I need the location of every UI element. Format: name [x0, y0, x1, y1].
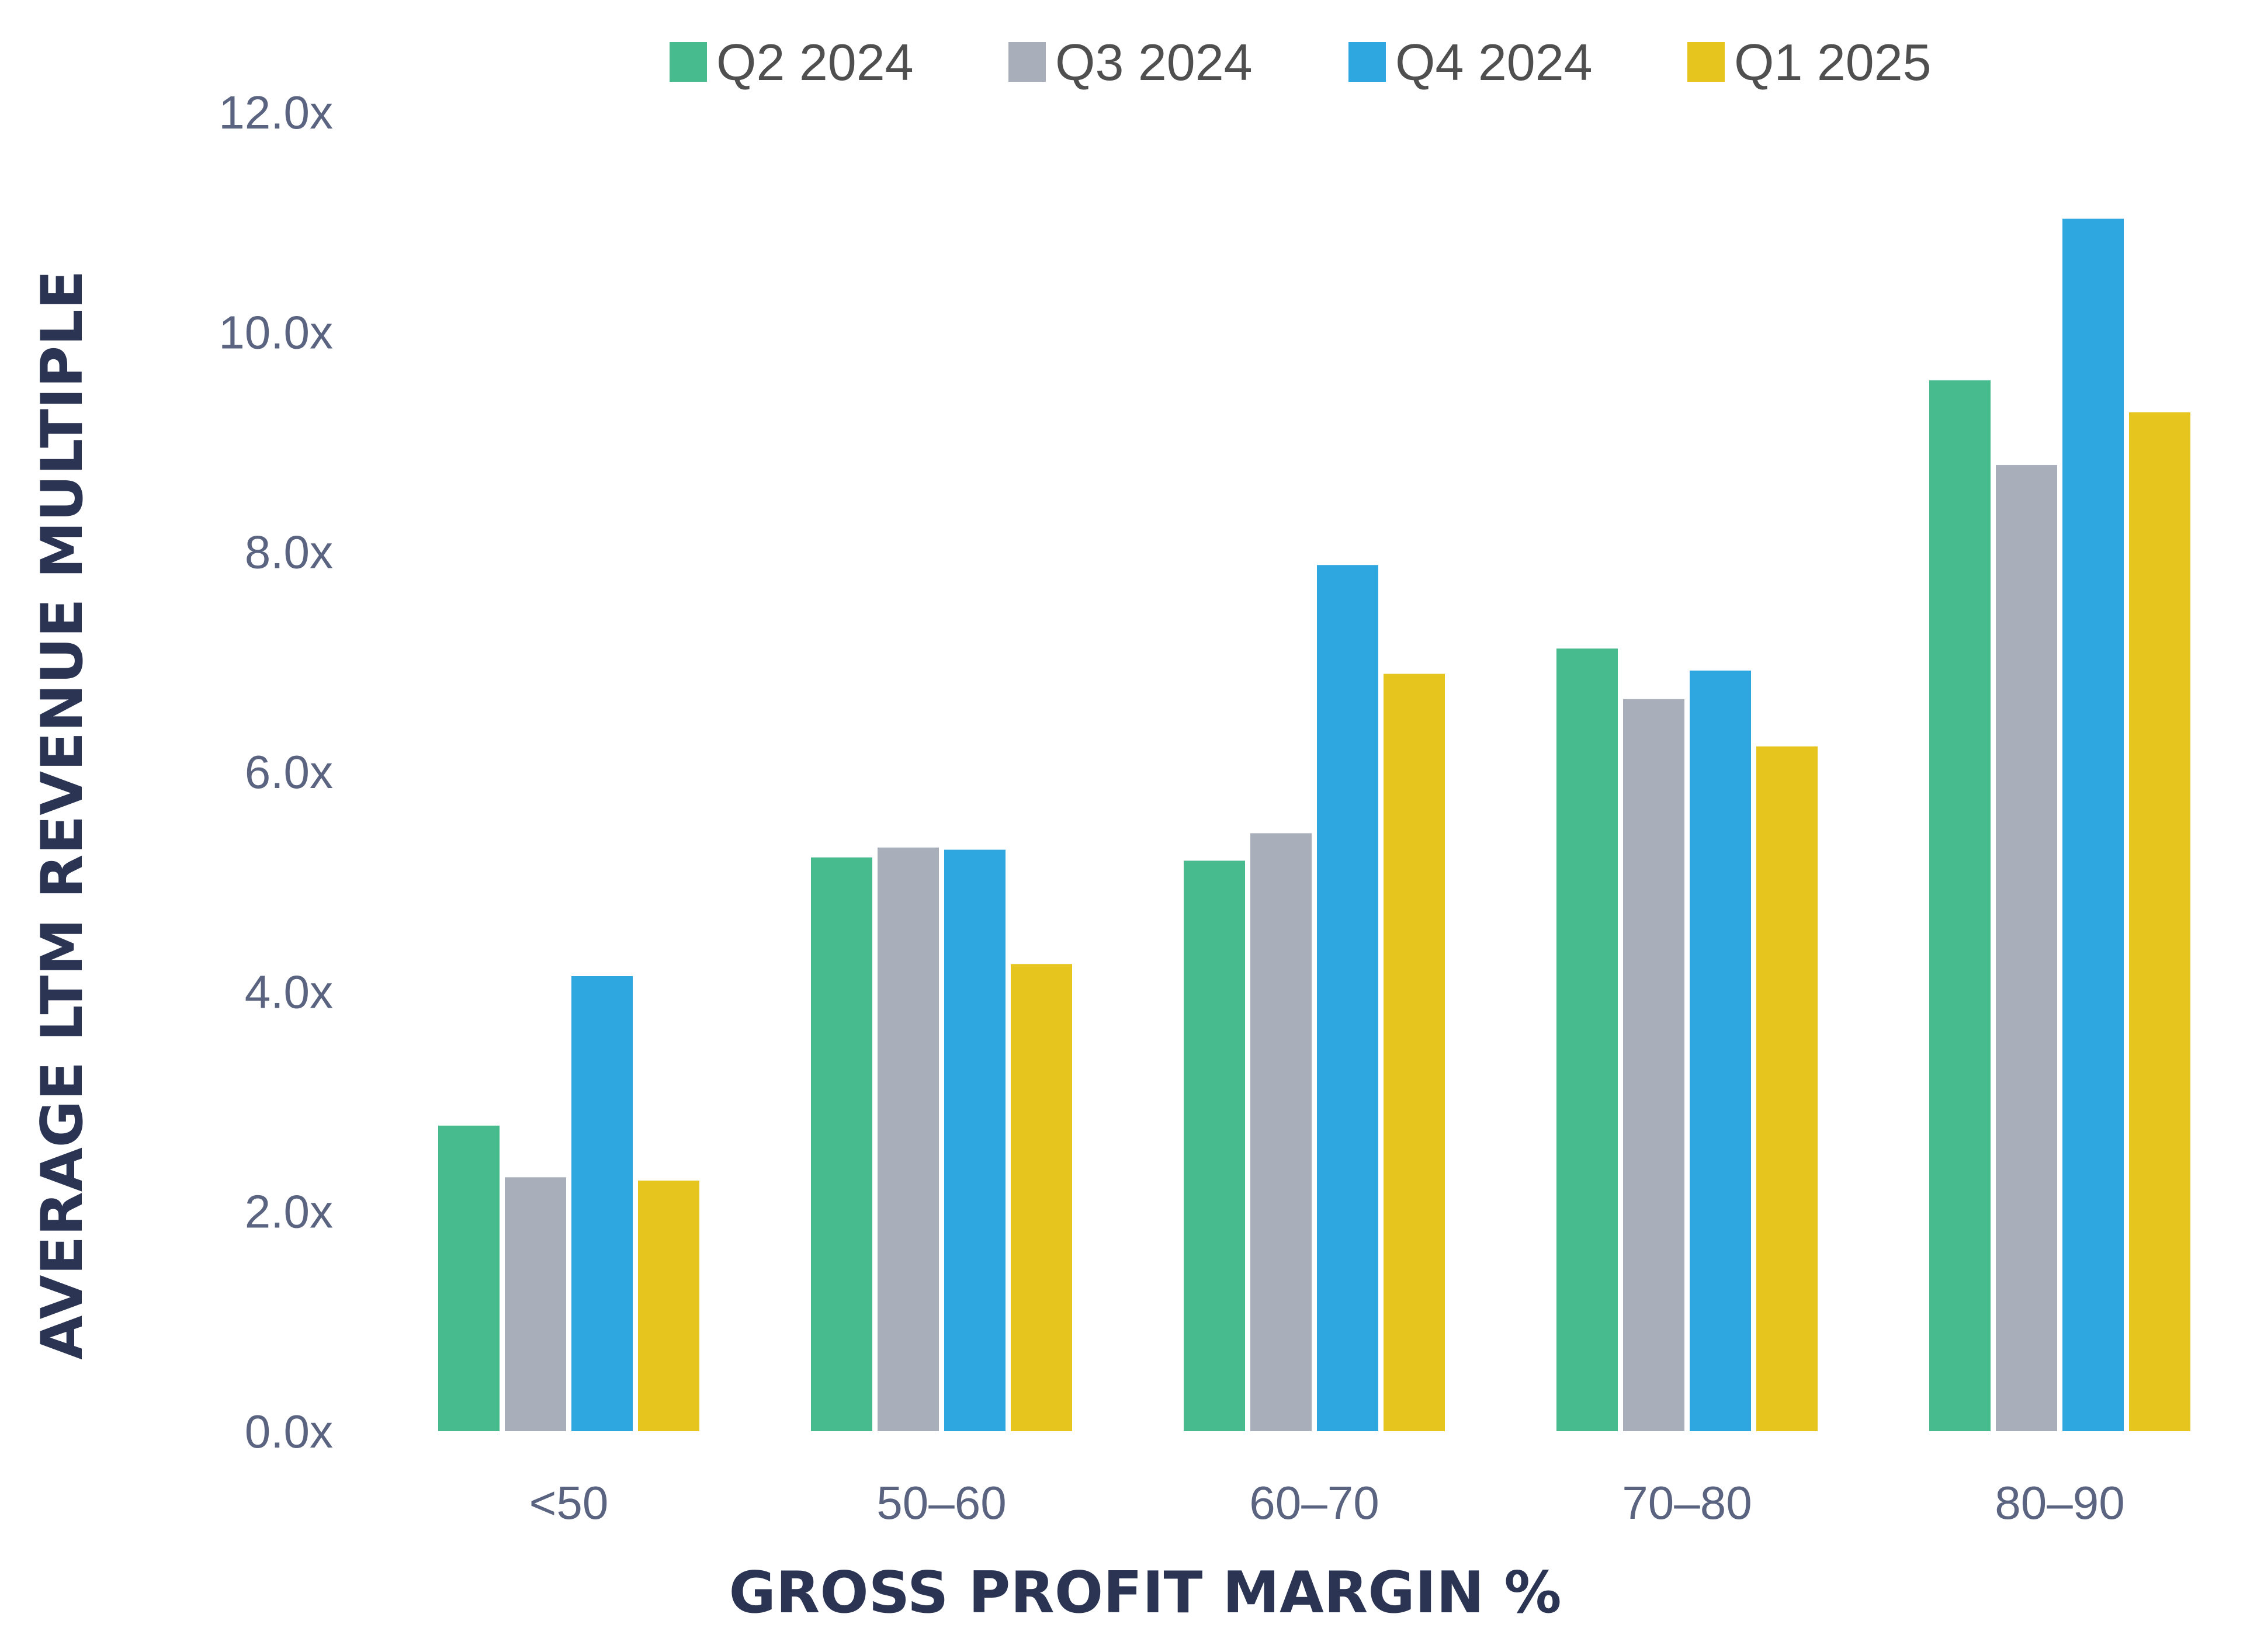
legend-swatch	[1348, 42, 1386, 82]
y-tick-label: 10.0x	[219, 306, 333, 358]
bar	[2062, 218, 2124, 1431]
bar	[878, 847, 939, 1431]
bar	[1929, 380, 1991, 1431]
x-axis-ticks: <50 50–60 60–70 70–80 80–90	[529, 1477, 2125, 1529]
bar	[1384, 674, 1445, 1431]
bar	[638, 1180, 699, 1431]
x-tick-label: 50–60	[876, 1477, 1006, 1529]
bar	[2129, 412, 2190, 1431]
y-tick-label: 12.0x	[219, 86, 333, 138]
x-tick-label: 70–80	[1622, 1477, 1752, 1529]
x-tick-label: 60–70	[1249, 1477, 1379, 1529]
bar	[1623, 699, 1684, 1431]
x-tick-label: 80–90	[1995, 1477, 2124, 1529]
bars	[438, 218, 2190, 1432]
bar	[1317, 565, 1378, 1432]
bar	[1556, 648, 1618, 1431]
legend-swatch	[1687, 42, 1725, 82]
x-axis-title: GROSS PROFIT MARGIN %	[729, 1560, 1561, 1626]
bar	[1184, 860, 1245, 1431]
y-tick-label: 6.0x	[245, 746, 333, 798]
y-tick-label: 2.0x	[245, 1186, 333, 1238]
bar	[1011, 964, 1072, 1431]
x-tick-label: <50	[529, 1477, 609, 1529]
legend-label: Q4 2024	[1395, 33, 1593, 91]
y-axis-ticks: 0.0x 2.0x 4.0x 6.0x 8.0x 10.0x 12.0x	[219, 86, 333, 1457]
bar	[1250, 833, 1312, 1431]
y-tick-label: 4.0x	[245, 966, 333, 1018]
bar	[1690, 670, 1751, 1431]
bar	[505, 1177, 566, 1431]
legend: Q2 2024 Q3 2024 Q4 2024 Q1 2025	[670, 33, 1932, 91]
legend-label: Q1 2025	[1734, 33, 1932, 91]
y-axis-title: AVERAGE LTM REVENUE MULTIPLE	[29, 270, 96, 1359]
y-tick-label: 0.0x	[245, 1405, 333, 1457]
bar	[1996, 465, 2057, 1431]
legend-label: Q3 2024	[1055, 33, 1253, 91]
bar	[811, 857, 872, 1431]
bar	[571, 976, 633, 1431]
legend-label: Q2 2024	[716, 33, 914, 91]
bar	[438, 1125, 500, 1431]
bar	[944, 849, 1006, 1431]
legend-swatch	[670, 42, 707, 82]
legend-swatch	[1008, 42, 1046, 82]
bar	[1756, 746, 1818, 1431]
y-tick-label: 8.0x	[245, 526, 333, 578]
